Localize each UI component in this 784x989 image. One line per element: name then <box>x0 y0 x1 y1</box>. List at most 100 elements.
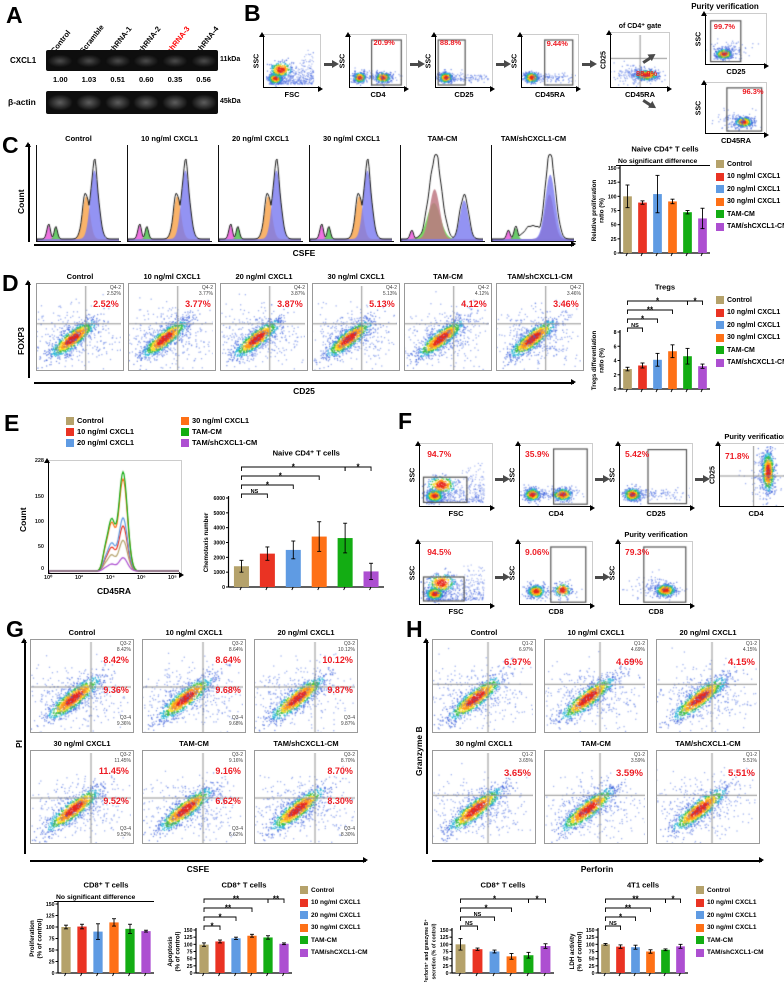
histogram-cell: Control <box>36 134 121 242</box>
quadrant-percentage: 4.15% <box>727 656 755 668</box>
flow-plot-title: Control <box>68 628 96 637</box>
svg-text:100: 100 <box>586 942 595 948</box>
flow-plot-purity-cd8: Purity verification SSC 79.3% CD8 <box>610 530 695 616</box>
legend-item: Control <box>66 416 171 425</box>
group-legend: Control 10 ng/ml CXCL1 20 ng/ml CXCL1 30 ng… <box>716 160 784 233</box>
flow-plot-cd4: SSC 20.9% CD4 <box>340 32 409 99</box>
flow-plot-title: TAM/shCXCL1-CM <box>675 739 741 748</box>
quadrant-percentage: 8.64% <box>215 654 241 665</box>
flow-canvas <box>31 642 131 732</box>
protein-band <box>48 54 73 67</box>
flow-plot-title: Control <box>470 628 498 637</box>
arrow-icon <box>495 573 510 582</box>
x-axis-arrow <box>34 241 576 247</box>
y-axis-label: SSC <box>339 53 347 69</box>
legend-label: Control <box>727 296 752 304</box>
gate-percentage: 94.7% <box>427 448 452 459</box>
svg-text:Tregs: Tregs <box>655 283 675 292</box>
svg-text:ratio (%): ratio (%) <box>599 348 606 373</box>
svg-text:NS: NS <box>631 323 639 329</box>
legend-swatch <box>716 185 724 193</box>
flow-plot-title: TAM/shCXCL1-CM <box>507 272 573 281</box>
flow-plot-title: 10 ng/ml CXCL1 <box>165 628 223 637</box>
protein-band <box>191 95 216 110</box>
svg-text:*: * <box>292 463 296 472</box>
quadrant-label: Q1-2 4.69% <box>630 641 645 653</box>
svg-text:25: 25 <box>589 964 595 970</box>
panel-f: F SSC 94.7% FSC SSC 35.9% CD4 <box>396 402 784 616</box>
svg-text:Naive CD4⁺ T cells: Naive CD4⁺ T cells <box>273 449 340 458</box>
protein-band <box>134 95 159 110</box>
band-value: 0.51 <box>110 75 125 84</box>
y-axis-label: SSC <box>409 565 417 581</box>
count-axis-label: Count <box>16 189 26 214</box>
flow-plot-apoptosis: 10 ng/ml CXCL1 Q3-2 8.64% 8.64% 9.68% Q3-… <box>142 628 246 733</box>
protein-band <box>134 54 159 67</box>
flow-plot-cd45ra: SSC 9.44% CD45RA <box>512 32 581 99</box>
protein-label-cxcl1: CXCL1 <box>10 56 37 65</box>
legend-swatch <box>300 936 308 944</box>
histogram-title: 10 ng/ml CXCL1 <box>140 134 199 143</box>
flow-canvas <box>545 642 645 732</box>
cd25-axis-label: CD25 <box>293 386 315 396</box>
legend-item: 30 ng/ml CXCL1 <box>696 923 764 932</box>
histogram-title: TAM/shCXCL1-CM <box>500 134 567 143</box>
legend-label: 10 ng/ml CXCL1 <box>311 899 361 906</box>
flow-plot-title: 20 ng/ml CXCL1 <box>235 272 293 281</box>
protein-band <box>76 54 101 67</box>
panel-g: G PI Control Q3-2 8.42% 8.42% 9.36% Q3-4 9 <box>0 614 396 989</box>
histogram-canvas <box>37 147 119 241</box>
purity-title: Purity verification <box>691 2 759 11</box>
y-axis-label: SSC <box>695 31 703 47</box>
svg-text:50: 50 <box>611 223 617 229</box>
quadrant-percentage: 9.16% <box>215 765 241 776</box>
svg-text:50: 50 <box>187 957 193 963</box>
gate-percentage: 9.44% <box>546 38 568 48</box>
arrow-icon <box>324 60 339 69</box>
flow-canvas <box>611 35 667 87</box>
flow-plot-granzyme-perforin: 30 ng/ml CXCL1 Q1-2 3.65% 3.65% <box>432 739 536 844</box>
legend-label: 20 ng/ml CXCL1 <box>77 438 135 447</box>
csfe-axis-label: CSFE <box>186 864 210 874</box>
legend-swatch <box>181 416 189 425</box>
protein-band <box>76 95 101 110</box>
flow-plot-title: 30 ng/ml CXCL1 <box>327 272 385 281</box>
arrow-icon <box>410 60 425 69</box>
legend-swatch <box>716 321 724 329</box>
legend-label: Control <box>77 416 104 425</box>
svg-text:75: 75 <box>187 950 193 956</box>
legend-label: 20 ng/ml CXCL1 <box>311 911 361 919</box>
flow-plot-apoptosis: TAM/shCXCL1-CM Q3-2 8.70% 8.70% 8.30% Q3-… <box>254 739 358 844</box>
flow-plot-title: TAM/shCXCL1-CM <box>273 739 339 748</box>
flow-plot-granzyme-perforin: TAM/shCXCL1-CM Q1-2 5.51% 5.51% <box>656 739 760 844</box>
legend-label: TAM-CM <box>192 427 222 436</box>
flow-canvas <box>255 642 355 732</box>
flow-plot-purity-cd25: SSC 99.7% CD25 <box>690 11 782 76</box>
flow-canvas <box>706 16 764 64</box>
quadrant-percentage: 9.36% <box>103 685 129 696</box>
bar-chart-tregs: Tregs Tregs differentiation ratio (%) 0 2 4 6 8… <box>591 283 710 393</box>
svg-text:25: 25 <box>49 960 55 966</box>
legend-item: 30 ng/ml CXCL1 <box>716 197 784 206</box>
kda-label: 45kDa <box>220 98 241 105</box>
flow-plot-title: TAM-CM <box>581 739 611 748</box>
x-axis-label: FSC <box>284 90 300 99</box>
svg-text:0: 0 <box>222 585 225 591</box>
quadrant-label: Q1-2 3.59% <box>630 752 645 764</box>
legend-item: 20 ng/ml CXCL1 <box>300 911 368 919</box>
y-tick: 50 <box>37 544 44 550</box>
gate-percentage: 88.8% <box>439 38 462 48</box>
y-tick: 150 <box>34 494 44 500</box>
quadrant-percentage: 11.45% <box>98 765 129 776</box>
panel-a: A Control Scramble shRNA-1 shRNA-2 shRNA… <box>4 2 244 130</box>
quadrant-percentage: 3.46% <box>553 298 579 309</box>
quadrant-percentage: 8.70% <box>327 765 353 776</box>
flow-plot-tregs: TAM/shCXCL1-CM Q4-2 3.46% 3.46% <box>496 272 584 371</box>
svg-text:125: 125 <box>184 935 193 941</box>
legend-swatch <box>716 210 724 218</box>
x-axis-label: FSC <box>448 509 464 518</box>
legend-swatch <box>716 172 724 181</box>
histogram-canvas <box>219 147 301 241</box>
legend-label: TAM/shCXCL1-CM <box>707 949 764 956</box>
svg-text:75: 75 <box>49 937 55 943</box>
